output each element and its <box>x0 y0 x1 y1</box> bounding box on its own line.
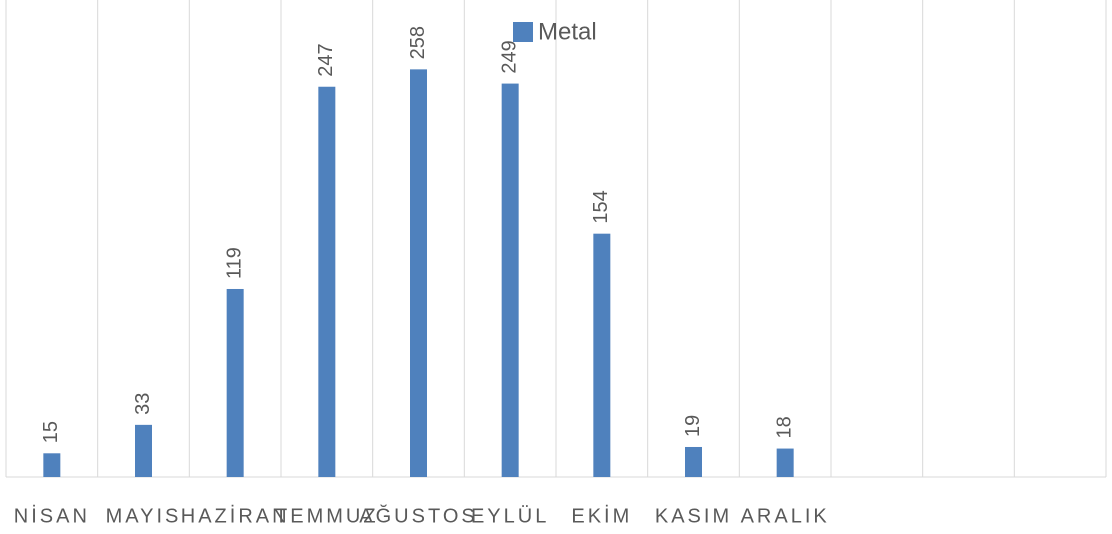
data-label: 18 <box>773 416 795 438</box>
x-tick-label: KASIM <box>655 505 732 527</box>
bar <box>593 233 611 477</box>
bar <box>135 424 152 477</box>
data-label: 247 <box>315 43 337 76</box>
data-label: 119 <box>223 247 245 279</box>
data-label: 15 <box>40 421 62 443</box>
legend-label: Metal <box>538 18 597 45</box>
data-label: 154 <box>590 190 612 223</box>
bar <box>43 453 61 477</box>
data-label: 19 <box>682 415 704 437</box>
x-tick-label: EYLÜL <box>471 505 549 527</box>
data-label: 258 <box>407 26 429 59</box>
bar <box>318 86 336 478</box>
bar <box>776 448 794 477</box>
bar <box>685 446 702 477</box>
x-tick-label: AĞUSTOS <box>359 504 477 527</box>
x-tick-label: HAZİRAN <box>181 504 290 527</box>
x-tick-label: TEMMUZ <box>275 505 379 527</box>
bar <box>226 288 244 477</box>
data-label: 249 <box>498 40 520 73</box>
legend-swatch <box>513 22 533 42</box>
bar <box>410 69 427 478</box>
x-tick-label: EKİM <box>571 504 632 527</box>
x-tick-label: NİSAN <box>14 504 90 527</box>
x-tick-label: ARALIK <box>741 505 830 527</box>
data-label: 33 <box>132 393 154 415</box>
x-tick-label: MAYIS <box>106 505 182 527</box>
bar <box>501 83 519 477</box>
